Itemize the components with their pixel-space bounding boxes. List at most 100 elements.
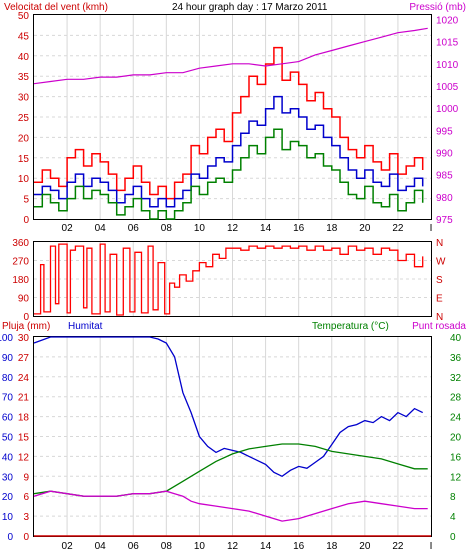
temperature-tick-label: 4 [450,512,456,523]
wind-speed-axis-label: Velocitat del vent (kmh) [4,2,108,13]
left-tick-label: 35 [18,72,30,83]
humidity-axis-label: Humitat [68,321,103,332]
x-tick-label: 16 [293,223,305,234]
humidity-tick-label: 30 [2,472,14,483]
x-tick-label: 18 [326,541,338,552]
dew-point-axis-label: Punt rosada [412,321,466,332]
direction-tick-label: 180 [12,275,29,286]
x-tick-label: 18 [326,223,338,234]
x-tick-label: 22 [392,223,404,234]
humidity-tick-label: 40 [2,452,14,463]
right-tick-label: 980 [436,193,453,204]
left-tick-label: 0 [23,215,29,226]
left-tick-label: 45 [18,31,30,42]
temperature-tick-label: 28 [450,393,462,404]
x-tick-label: 14 [260,223,272,234]
direction-line [34,243,424,316]
right-tick-label: 985 [436,171,453,182]
temperature-tick-label: 24 [450,413,462,424]
rain-axis-label: Pluja (mm) [2,321,50,332]
rain-tick-label: 24 [18,373,30,384]
wind-pressure-lines [33,27,428,220]
x-tick-label: I [430,223,433,234]
temperature-tick-label: 36 [450,353,462,364]
humidity-tick-label: 60 [2,413,14,424]
x-tick-label: 08 [161,541,173,552]
left-tick-label: 40 [18,52,30,63]
rain-tick-label: 18 [18,413,30,424]
humidity-tick-label: 100 [0,333,13,344]
right-tick-label: 990 [436,148,453,159]
temperature-tick-label: 40 [450,333,462,344]
temperature-tick-label: 12 [450,472,462,483]
humidity-tick-label: 0 [7,532,13,543]
x-tick-label: 12 [227,223,239,234]
x-tick-label: 02 [62,541,74,552]
rain-tick-label: 12 [18,452,30,463]
humidity-tick-label: 10 [2,512,14,523]
gust-line [34,46,424,200]
left-tick-label: 50 [18,11,30,22]
x-tick-label: 12 [227,541,239,552]
x-tick-label: 20 [359,541,371,552]
humidity-tick-label: 70 [2,393,14,404]
direction-tick-label: 270 [12,257,29,268]
temperature-tick-label: 16 [450,452,462,463]
compass-label: N [436,312,443,323]
wind-direction-lines [34,243,424,316]
temperature-tick-label: 0 [450,532,456,543]
rain-tick-label: 27 [18,353,30,364]
x-tick-label: 22 [392,541,404,552]
rain-tick-label: 15 [18,433,30,444]
x-tick-label: 10 [194,223,206,234]
chart-title: 24 hour graph day : 17 Marzo 2011 [172,2,328,13]
x-tick-label: 10 [194,541,206,552]
x-tick-label: 04 [95,541,107,552]
minimum-line [34,128,424,220]
left-tick-label: 15 [18,154,30,165]
x-tick-label: 20 [359,223,371,234]
right-tick-label: 1010 [436,60,459,71]
x-tick-label: 06 [128,541,140,552]
compass-label: W [436,257,446,268]
direction-tick-label: 360 [12,238,29,249]
x-tick-label: 16 [293,541,305,552]
compass-label: E [436,294,443,305]
rain-tick-label: 21 [18,393,30,404]
humidity-tick-label: 90 [2,353,14,364]
humidity-tick-label: 50 [2,433,14,444]
humidity-temperature-grid [34,337,431,536]
right-tick-label: 1005 [436,82,459,93]
rain-tick-label: 30 [18,333,30,344]
x-tick-label: 06 [128,223,140,234]
temperature-tick-label: 8 [450,492,456,503]
right-tick-label: 1020 [436,15,459,26]
temperature-axis-label: Temperatura (°C) [312,321,389,332]
x-tick-label: I [430,541,433,552]
temperature-tick-label: 32 [450,373,462,384]
x-tick-label: 14 [260,541,272,552]
compass-label: S [436,275,443,286]
rain-tick-label: 9 [23,472,29,483]
rain-tick-label: 6 [23,492,29,503]
compass-label: N [436,238,443,249]
left-tick-label: 5 [23,195,29,206]
direction-tick-label: 90 [18,294,30,305]
right-tick-label: 975 [436,215,453,226]
humidity-tick-label: 20 [2,492,14,503]
dew-line [33,490,428,522]
direction-tick-label: 0 [23,312,29,323]
left-tick-label: 25 [18,113,30,124]
left-tick-label: 10 [18,174,30,185]
rain-tick-label: 0 [23,532,29,543]
left-tick-label: 20 [18,133,30,144]
right-tick-label: 995 [436,126,453,137]
left-tick-label: 30 [18,93,30,104]
temperature-tick-label: 20 [450,433,462,444]
humidity-tick-label: 80 [2,373,14,384]
